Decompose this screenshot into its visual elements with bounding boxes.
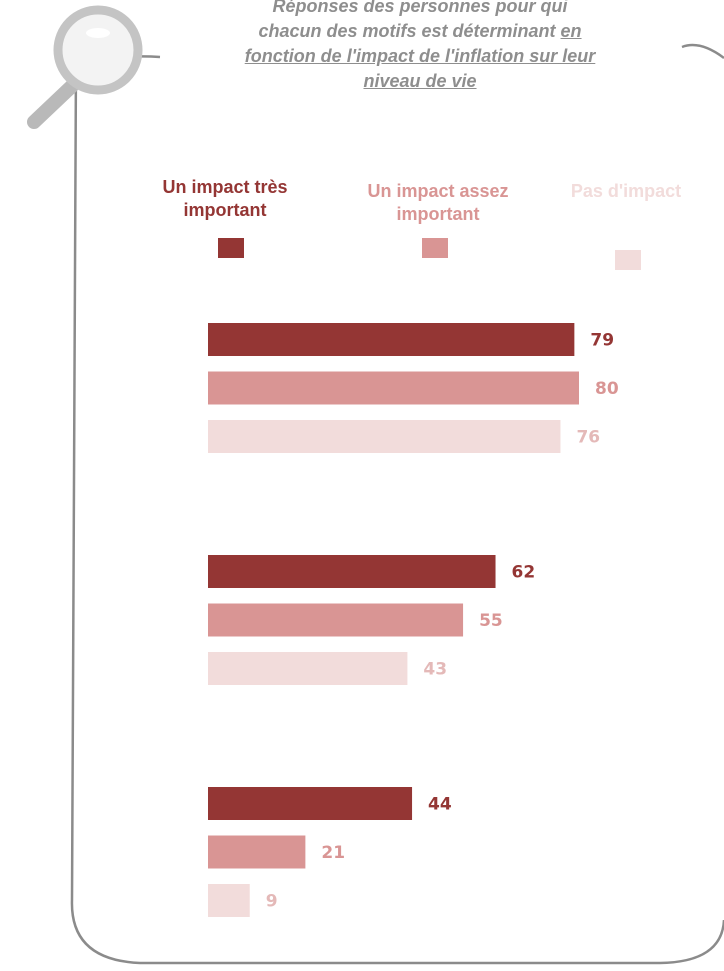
legend-label-pas: Pas d'impact (570, 181, 682, 201)
data-label-group1-series1: 79 (590, 331, 614, 351)
legend-swatch-tres (218, 238, 244, 258)
data-label-group1-series2: 80 (595, 379, 619, 399)
title-line-2-text: chacun des motifs est déterminant (258, 21, 556, 41)
title-line-1: Réponses des personnes pour qui (272, 0, 568, 16)
bar-group2-series3 (208, 652, 408, 685)
data-label-group2-series3: 43 (423, 660, 447, 680)
bar-group2-series2 (208, 603, 464, 637)
legend-label-assez: Un impact assez important (367, 181, 509, 224)
title-line-2: chacun des motifs est déterminant en (160, 19, 680, 44)
legend-swatch-pas (615, 250, 641, 270)
bar-group3-series2 (208, 835, 306, 869)
title-line-3: fonction de l'impact de l'inflation sur … (244, 46, 596, 66)
data-label-group3-series3: 9 (266, 892, 278, 912)
bar-group3-series3 (208, 884, 250, 917)
data-label-group1-series3: 76 (576, 428, 600, 448)
data-label-group3-series1: 44 (428, 795, 452, 815)
data-label-group2-series2: 55 (479, 611, 503, 631)
bar-group2-series1 (208, 555, 496, 588)
chart-title: Réponses des personnes pour qui chacun d… (160, 0, 680, 94)
data-label-group2-series1: 62 (512, 563, 536, 583)
magnifier-icon (27, 5, 143, 129)
title-line-2-underlined: en (560, 21, 582, 41)
bar-group1-series3 (208, 420, 561, 453)
bar-group3-series1 (208, 787, 413, 820)
legend-label-tres: Un impact très important (162, 177, 288, 220)
legend-swatch-assez (422, 238, 448, 258)
bar-group1-series1 (208, 323, 575, 356)
data-label-group3-series2: 21 (321, 843, 345, 863)
bar-group1-series2 (208, 371, 579, 405)
title-line-4: niveau de vie (363, 71, 477, 91)
